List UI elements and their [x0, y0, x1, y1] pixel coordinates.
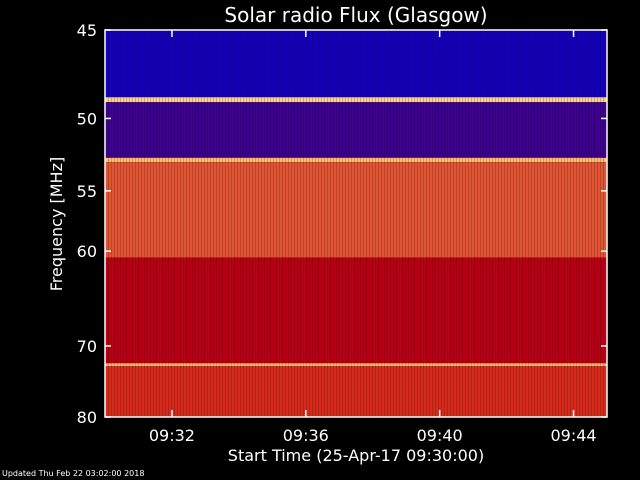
updated-timestamp: Updated Thu Feb 22 03:02:00 2018 [2, 469, 145, 478]
y-tick-label: 55 [77, 182, 97, 201]
plot-area [105, 30, 607, 417]
y-axis-label: Frequency [MHz] [47, 157, 66, 291]
y-tick-label: 80 [77, 408, 97, 427]
y-tick-label: 60 [77, 242, 97, 261]
x-axis-label: Start Time (25-Apr-17 09:30:00) [228, 446, 484, 465]
y-tick-label: 50 [77, 109, 97, 128]
x-axis: 09:32 09:36 09:40 09:44 [149, 30, 597, 445]
x-tick-label: 09:36 [283, 426, 329, 445]
chart-title: Solar radio Flux (Glasgow) [224, 3, 487, 27]
x-tick-label: 09:32 [149, 426, 195, 445]
plot-frame [104, 29, 608, 418]
y-axis: 45 50 55 60 70 80 [77, 21, 607, 427]
y-tick-label: 70 [77, 337, 97, 356]
spectrum-texture [105, 30, 607, 417]
x-tick-label: 09:40 [417, 426, 463, 445]
y-tick-label: 45 [77, 21, 97, 40]
x-tick-label: 09:44 [550, 426, 596, 445]
